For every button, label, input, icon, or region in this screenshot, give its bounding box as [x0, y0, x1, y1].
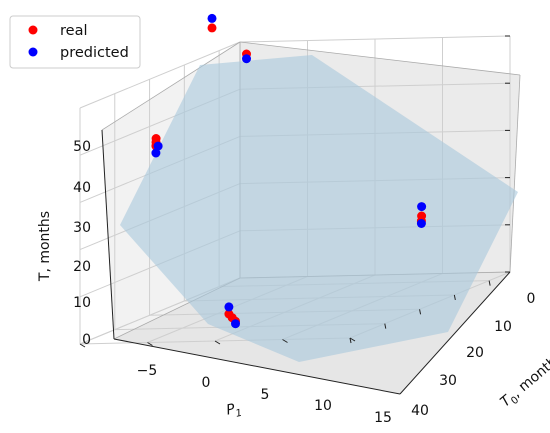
- y-axis-line: [399, 271, 511, 395]
- legend-marker-predicted: [28, 47, 38, 57]
- real-point: [207, 23, 217, 33]
- predicted-point: [242, 54, 251, 64]
- y-tick-mark: [147, 342, 153, 346]
- y-tick-label: 40: [411, 403, 429, 419]
- y-axis-label: T0, months: [498, 349, 550, 413]
- y-tick-mark: [349, 337, 356, 342]
- legend-marker-real: [28, 25, 38, 35]
- predicted-point: [153, 141, 163, 151]
- y-axis-label-rest: , months: [509, 349, 550, 401]
- tick-marks: [79, 35, 510, 348]
- y-tick-label: 10: [494, 319, 512, 335]
- x-tick-mark: [488, 280, 491, 286]
- x-axis-label: P1: [225, 400, 243, 422]
- grid-line: [79, 41, 241, 109]
- z-tick-label: 0: [82, 332, 91, 348]
- legend: real predicted: [9, 15, 141, 69]
- axis-lines: [101, 129, 511, 395]
- x-tick-mark: [349, 337, 352, 344]
- predicted-point: [151, 148, 161, 158]
- z-tick-label: 40: [73, 180, 91, 196]
- z-tick-label: 30: [73, 220, 91, 236]
- y-tick-labels: 0 10 20 30 40: [411, 291, 535, 419]
- x-tick-label: 15: [374, 410, 392, 426]
- x-tick-mark: [419, 309, 422, 315]
- y-tick-label: 20: [466, 345, 484, 361]
- x-axis-label-main: P: [225, 401, 237, 419]
- predicted-point: [417, 202, 427, 212]
- legend-label-real: real: [60, 23, 87, 39]
- x-axis-line: [113, 338, 401, 395]
- x-tick-label: 5: [261, 387, 270, 403]
- z-axis-line: [101, 129, 115, 340]
- x-tick-label: 10: [314, 398, 332, 414]
- legend-box: [9, 15, 141, 69]
- x-axis-label-sub: 1: [235, 408, 244, 420]
- predicted-point: [224, 302, 234, 312]
- y-tick-label: 0: [527, 291, 536, 307]
- predicted-point: [416, 219, 426, 228]
- predicted-point: [207, 13, 217, 23]
- x-tick-mark: [384, 323, 387, 329]
- z-tick-labels: 0 10 20 30 40 50: [73, 139, 91, 348]
- z-tick-label: 10: [73, 295, 91, 311]
- data-points: [151, 13, 427, 329]
- y-tick-label: 30: [439, 373, 457, 389]
- y-tick-mark: [79, 343, 86, 348]
- z-tick-label: 20: [73, 259, 91, 275]
- x-tick-label: −5: [137, 363, 158, 379]
- legend-label-predicted: predicted: [60, 45, 129, 61]
- y-tick-mark: [282, 339, 288, 343]
- fitted-plane-surface: [120, 55, 518, 362]
- x-tick-labels: −5 0 5 10 15: [137, 363, 392, 426]
- x-tick-mark: [453, 294, 456, 301]
- z-tick-label: 50: [73, 139, 91, 155]
- z-axis-label: T, months: [37, 211, 53, 282]
- x-tick-label: 0: [202, 375, 211, 391]
- y-tick-mark: [214, 340, 221, 345]
- predicted-point: [231, 319, 240, 329]
- y-axis-label-sub: 0: [509, 395, 521, 408]
